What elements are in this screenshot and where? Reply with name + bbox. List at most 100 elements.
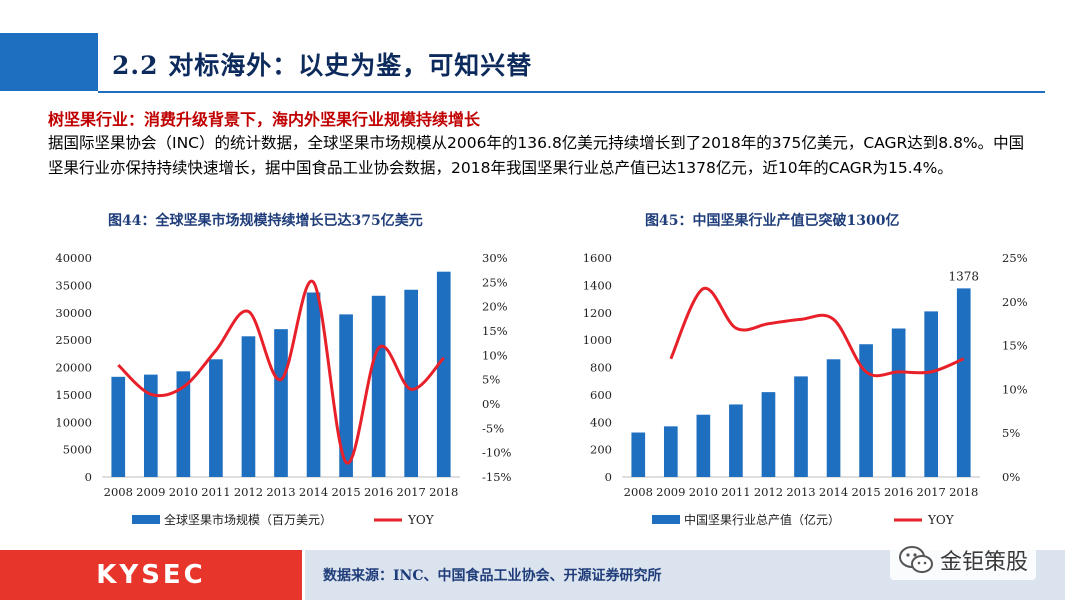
x-axis-tick-label: 2008 <box>624 485 653 499</box>
right-axis-tick-label: 15% <box>482 324 508 338</box>
chart-1-title: 图44：全球坚果市场规模持续增长已达375亿美元 <box>108 213 423 229</box>
legend-bar-label: 中国坚果行业总产值（亿元） <box>684 512 840 527</box>
bar <box>371 295 386 477</box>
header-divider <box>98 91 1045 93</box>
left-axis-tick-label: 10000 <box>55 415 92 429</box>
x-axis-tick-label: 2011 <box>721 485 750 499</box>
left-axis-tick-label: 600 <box>590 388 612 402</box>
right-axis-tick-label: 10% <box>482 348 508 362</box>
bar <box>404 289 419 477</box>
chart-china-nut-output: 0 200 400 600 800 1000 1200 1400 1600 0% 5% 10% 15% 2… <box>583 251 1028 527</box>
right-axis-tick-label: 5% <box>1002 426 1020 440</box>
x-axis-tick-label: 2017 <box>397 485 426 499</box>
bar <box>924 311 939 477</box>
body-paragraph: 据国际坚果协会（INC）的统计数据，全球坚果市场规模从2006年的136.8亿美… <box>48 134 1025 177</box>
right-axis-tick-label: 0% <box>482 397 500 411</box>
right-axis-tick-label: 15% <box>1002 339 1028 353</box>
left-axis-tick-label: 35000 <box>55 278 92 292</box>
left-axis-tick-label: 1000 <box>583 333 612 347</box>
bar <box>663 426 678 477</box>
x-axis-tick-label: 2011 <box>201 485 230 499</box>
bar <box>891 328 906 477</box>
right-axis-tick-label: 5% <box>482 373 500 387</box>
bar <box>956 288 971 477</box>
right-axis-tick-label: -10% <box>482 446 512 460</box>
bar <box>729 404 743 477</box>
header-accent-block <box>0 33 98 91</box>
bar <box>826 359 841 477</box>
x-axis-tick-label: 2018 <box>429 485 458 499</box>
left-axis-tick-label: 1200 <box>583 306 612 320</box>
page-title: 2.2 对标海外：以史为鉴，可知兴替 <box>112 51 533 80</box>
x-axis-tick-label: 2009 <box>136 485 165 499</box>
x-axis-tick-label: 2008 <box>104 485 133 499</box>
right-axis-tick-label: 20% <box>482 300 508 314</box>
left-axis-tick-label: 800 <box>590 361 612 375</box>
right-axis-tick-label: -15% <box>482 470 512 484</box>
right-axis-tick-label: 25% <box>1002 251 1028 265</box>
bar <box>794 376 808 477</box>
legend-bar-swatch <box>652 515 680 524</box>
bar <box>274 329 288 477</box>
left-axis-tick-label: 1600 <box>583 251 612 265</box>
bar <box>241 336 256 477</box>
x-axis-tick-label: 2014 <box>299 485 328 499</box>
wechat-watermark: 金钜策股 <box>890 540 1037 580</box>
x-axis-tick-label: 2017 <box>917 485 946 499</box>
right-axis-tick-label: 10% <box>1002 382 1028 396</box>
left-axis-tick-label: 200 <box>590 443 612 457</box>
x-axis-tick-label: 2010 <box>689 485 718 499</box>
x-axis-tick-label: 2015 <box>331 485 360 499</box>
right-axis-tick-label: -5% <box>482 421 504 435</box>
right-axis-tick-label: 25% <box>482 275 508 289</box>
x-axis-tick-label: 2010 <box>169 485 198 499</box>
wechat-icon <box>899 546 933 573</box>
left-axis-tick-label: 1400 <box>583 278 612 292</box>
left-axis-tick-label: 0 <box>605 470 612 484</box>
data-label: 1378 <box>948 269 979 283</box>
bar <box>143 374 158 477</box>
x-axis-tick-label: 2014 <box>819 485 848 499</box>
legend-bar-label: 全球坚果市场规模（百万美元） <box>164 512 332 527</box>
data-source-text: 数据来源：INC、中国食品工业协会、开源证券研究所 <box>323 568 662 584</box>
bar <box>696 414 711 477</box>
right-axis-tick-label: 30% <box>482 251 508 265</box>
bar <box>761 392 776 477</box>
x-axis-tick-label: 2015 <box>851 485 880 499</box>
watermark-text: 金钜策股 <box>940 550 1029 575</box>
x-axis-tick-label: 2009 <box>656 485 685 499</box>
x-axis-tick-label: 2012 <box>234 485 263 499</box>
yoy-line <box>117 279 445 465</box>
x-axis-tick-label: 2016 <box>364 485 393 499</box>
x-axis-tick-label: 2013 <box>266 485 295 499</box>
chart-global-nut-market: 0 5000 10000 15000 20000 25000 30000 35000 40000… <box>55 251 512 527</box>
x-axis-tick-label: 2012 <box>754 485 783 499</box>
legend-bar-swatch <box>132 515 160 524</box>
left-axis-tick-label: 0 <box>85 470 92 484</box>
bar <box>339 314 353 477</box>
left-axis-tick-label: 5000 <box>63 443 92 457</box>
left-axis-tick-label: 25000 <box>55 333 92 347</box>
x-axis-tick-label: 2013 <box>786 485 815 499</box>
x-axis-tick-label: 2016 <box>884 485 913 499</box>
x-axis-tick-label: 2018 <box>949 485 978 499</box>
bar <box>176 371 191 477</box>
chart-2-title: 图45：中国坚果行业产值已突破1300亿 <box>645 213 900 229</box>
left-axis-tick-label: 30000 <box>55 306 92 320</box>
bar <box>111 376 126 477</box>
section-subtitle: 树坚果行业：消费升级背景下，海内外坚果行业规模持续增长 <box>48 110 481 129</box>
legend-line-label: YOY <box>407 513 435 527</box>
bar <box>859 344 873 477</box>
legend-line-label: YOY <box>927 513 955 527</box>
bar <box>209 359 223 477</box>
left-axis-tick-label: 400 <box>590 415 612 429</box>
right-axis-tick-label: 0% <box>1002 470 1020 484</box>
left-axis-tick-label: 40000 <box>55 251 92 265</box>
logo-text: KYSEC <box>96 560 206 590</box>
bar <box>436 271 451 477</box>
left-axis-tick-label: 20000 <box>55 361 92 375</box>
left-axis-tick-label: 15000 <box>55 388 92 402</box>
bar <box>631 432 646 477</box>
bar <box>306 292 321 477</box>
right-axis-tick-label: 20% <box>1002 295 1028 309</box>
